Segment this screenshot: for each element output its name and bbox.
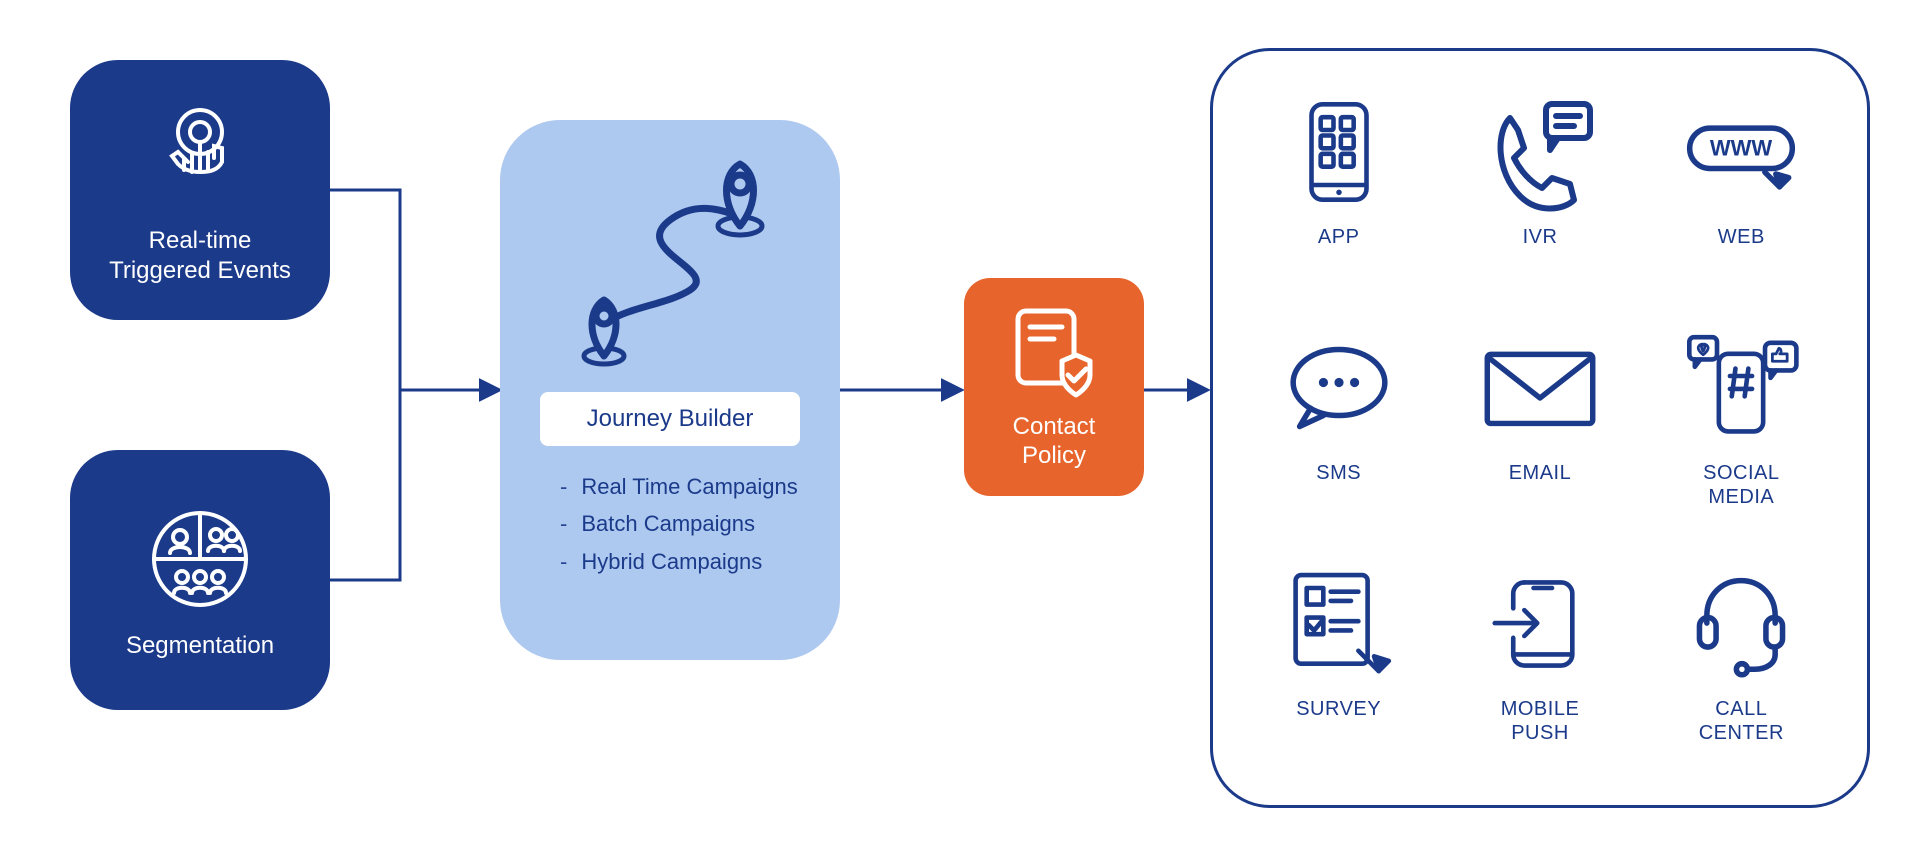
input-segmentation: Segmentation [70,450,330,710]
channel-sms-label: SMS [1316,461,1361,485]
input-realtime-events: Real-time Triggered Events [70,60,330,320]
contact-policy: Contact Policy [964,278,1144,496]
channel-email: EMAIL [1444,313,1635,543]
channel-survey-label: SURVEY [1296,697,1381,721]
policy-label-2: Policy [1022,442,1086,471]
channel-email-label: EMAIL [1509,461,1572,485]
channel-social-label: SOCIAL MEDIA [1703,461,1779,509]
channels-container: APP IVR [1210,48,1870,808]
sms-icon [1274,323,1404,453]
events-label-line2: Triggered Events [109,256,291,286]
channel-sms: SMS [1243,313,1434,543]
email-icon [1475,323,1605,453]
social-icon [1676,323,1806,453]
journey-item-0: -Real Time Campaigns [560,468,798,505]
route-icon [540,160,800,380]
journey-list: -Real Time Campaigns -Batch Campaigns -H… [526,468,798,580]
channel-survey: SURVEY [1243,549,1434,779]
channel-web: WWW WEB [1646,77,1837,307]
survey-icon [1274,559,1404,689]
headset-icon [1676,559,1806,689]
policy-document-icon [1004,303,1104,403]
channel-push: MOBILE PUSH [1444,549,1635,779]
channel-app: APP [1243,77,1434,307]
ivr-icon [1475,87,1605,217]
web-icon: WWW [1676,87,1806,217]
channel-social: SOCIAL MEDIA [1646,313,1837,543]
policy-label-1: Contact [1013,413,1096,442]
channel-call-label: CALL CENTER [1699,697,1784,745]
channel-push-label: MOBILE PUSH [1501,697,1580,745]
events-label-line1: Real-time [149,226,252,256]
push-icon [1475,559,1605,689]
channel-app-label: APP [1318,225,1360,249]
svg-text:WWW: WWW [1710,136,1773,161]
segmentation-label: Segmentation [126,631,274,661]
channel-web-label: WEB [1718,225,1765,249]
channel-ivr: IVR [1444,77,1635,307]
segmentation-icon [140,499,260,619]
diagram-root: Real-time Triggered Events [0,0,1912,854]
app-icon [1274,87,1404,217]
journey-item-2: -Hybrid Campaigns [560,543,798,580]
touch-icon [140,94,260,214]
channel-ivr-label: IVR [1523,225,1558,249]
channel-call-center: CALL CENTER [1646,549,1837,779]
journey-builder: Journey Builder -Real Time Campaigns -Ba… [500,120,840,660]
journey-title: Journey Builder [540,392,800,446]
journey-item-1: -Batch Campaigns [560,505,798,542]
